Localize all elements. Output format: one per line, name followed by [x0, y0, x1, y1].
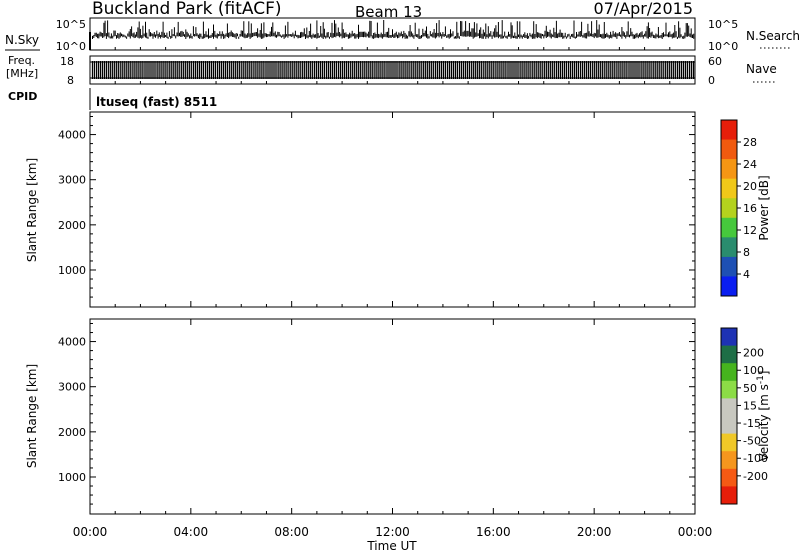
power-colorbar-cell — [721, 237, 737, 258]
power-colorbar-tick-label: 24 — [743, 158, 757, 171]
x-tick-label: 08:00 — [274, 525, 309, 539]
freq-tick-top: 18 — [60, 55, 74, 68]
search-tick-bottom: 10^0 — [708, 40, 738, 53]
velocity-y-axis: 1000 2000 3000 4000 — [58, 323, 695, 505]
title: Buckland Park (fitACF) — [92, 0, 282, 19]
x-tick-label: 00:00 — [73, 525, 108, 539]
frequency-trace — [90, 61, 695, 79]
velocity-colorbar-tick-label: -200 — [743, 470, 768, 483]
velocity-colorbar-cell — [721, 380, 737, 399]
x-tick-label: 12:00 — [375, 525, 410, 539]
y-tick-label: 1000 — [58, 264, 86, 277]
power-colorbar-cell — [721, 178, 737, 199]
power-colorbar-cell — [721, 120, 737, 141]
velocity-ylabel: Slant Range [km] — [25, 364, 39, 468]
velocity-colorbar-tick-label: 15 — [743, 399, 757, 412]
x-tick-label: 00:00 — [678, 525, 713, 539]
x-tick-label: 20:00 — [577, 525, 612, 539]
velocity-colorbar-tick-label: 50 — [743, 382, 757, 395]
beam-label: Beam 13 — [355, 3, 422, 21]
velocity-colorbar-tick-label: -15 — [743, 417, 761, 430]
freq-panel: Freq. [MHz] 18 8 60 0 Nave — [6, 54, 777, 87]
velocity-colorbar-cell — [721, 398, 737, 417]
power-colorbar-cell — [721, 217, 737, 238]
power-colorbar-tick-label: 20 — [743, 180, 757, 193]
velocity-plot-area — [90, 319, 695, 514]
velocity-panel: 1000 2000 3000 4000 Slant Range [km] 200 100… — [25, 318, 771, 515]
velocity-colorbar-cell — [721, 328, 737, 347]
nave-tick-top: 60 — [708, 55, 722, 68]
freq-panel-frame — [89, 55, 696, 85]
power-colorbar-tick-label: 4 — [743, 268, 750, 281]
velocity-colorbar-cell — [721, 486, 737, 505]
power-colorbar-tick-label: 8 — [743, 246, 750, 259]
nave-tick-bottom: 0 — [708, 74, 715, 87]
time-axis: 00:00 04:00 08:00 12:00 16:00 20:00 00:00 — [73, 47, 713, 539]
search-label: N.Search — [746, 29, 800, 43]
power-colorbar-cell — [721, 276, 737, 297]
power-plot-area — [90, 112, 695, 307]
power-colorbar-cell — [721, 139, 737, 160]
velocity-colorbar-tick-label: -50 — [743, 435, 761, 448]
nave-label: Nave — [746, 62, 777, 76]
velocity-colorbar-frame — [720, 327, 738, 505]
freq-tick-bottom: 8 — [67, 74, 74, 87]
date-label: 07/Apr/2015 — [593, 0, 693, 18]
velocity-colorbar: 200 100 50 15 -15 -50 -100 -200 — [720, 327, 768, 505]
power-colorbar-tick-label: 12 — [743, 224, 757, 237]
power-panel: 1000 2000 3000 4000 Slant Range [km] 4 8 12 16… — [25, 111, 771, 308]
power-colorbar-cell — [721, 198, 737, 219]
power-y-axis: 1000 2000 3000 4000 — [58, 116, 695, 298]
y-tick-label: 4000 — [58, 336, 86, 349]
x-tick-label: 16:00 — [476, 525, 511, 539]
velocity-colorbar-cell — [721, 468, 737, 487]
cpid-text: ltuseq (fast) 8511 — [96, 95, 217, 109]
sky-tick-top: 10^5 — [56, 18, 86, 31]
sky-label: N.Sky — [5, 33, 39, 47]
velocity-colorbar-cell — [721, 416, 737, 435]
power-colorbar-label: Power [dB] — [757, 175, 771, 240]
velocity-colorbar-label: Velocity [m s-1] — [756, 371, 771, 462]
velocity-colorbar-tick-label: 200 — [743, 347, 764, 360]
y-tick-label: 3000 — [58, 174, 86, 187]
power-ylabel: Slant Range [km] — [25, 158, 39, 262]
y-tick-label: 2000 — [58, 219, 86, 232]
sky-panel: N.Sky 10^5 10^0 10^5 10^0 N.Search — [5, 17, 800, 53]
cpid-label: CPID — [8, 90, 37, 103]
freq-label-line1: Freq. — [8, 54, 35, 67]
search-tick-top: 10^5 — [708, 18, 738, 31]
velocity-colorbar-cell — [721, 363, 737, 382]
velocity-colorbar-cell — [721, 433, 737, 452]
velocity-colorbar-cell — [721, 345, 737, 364]
power-colorbar-tick-label: 28 — [743, 136, 757, 149]
y-tick-label: 3000 — [58, 381, 86, 394]
velocity-colorbar-cell — [721, 451, 737, 470]
x-tick-label: 04:00 — [174, 525, 209, 539]
y-tick-label: 4000 — [58, 129, 86, 142]
time-axis-label: Time UT — [366, 539, 417, 553]
power-colorbar: 4 8 12 16 20 24 28 — [720, 119, 757, 297]
freq-label-line2: [MHz] — [6, 67, 38, 80]
velocity-colorbar-tick-label: -100 — [743, 452, 768, 465]
y-tick-label: 1000 — [58, 471, 86, 484]
power-colorbar-tick-label: 16 — [743, 202, 757, 215]
y-tick-label: 2000 — [58, 426, 86, 439]
power-colorbar-cell — [721, 256, 737, 277]
sky-tick-bottom: 10^0 — [56, 40, 86, 53]
power-colorbar-cell — [721, 159, 737, 180]
velocity-colorbar-tick-label: 100 — [743, 364, 764, 377]
sky-noise-trace — [89, 20, 695, 50]
